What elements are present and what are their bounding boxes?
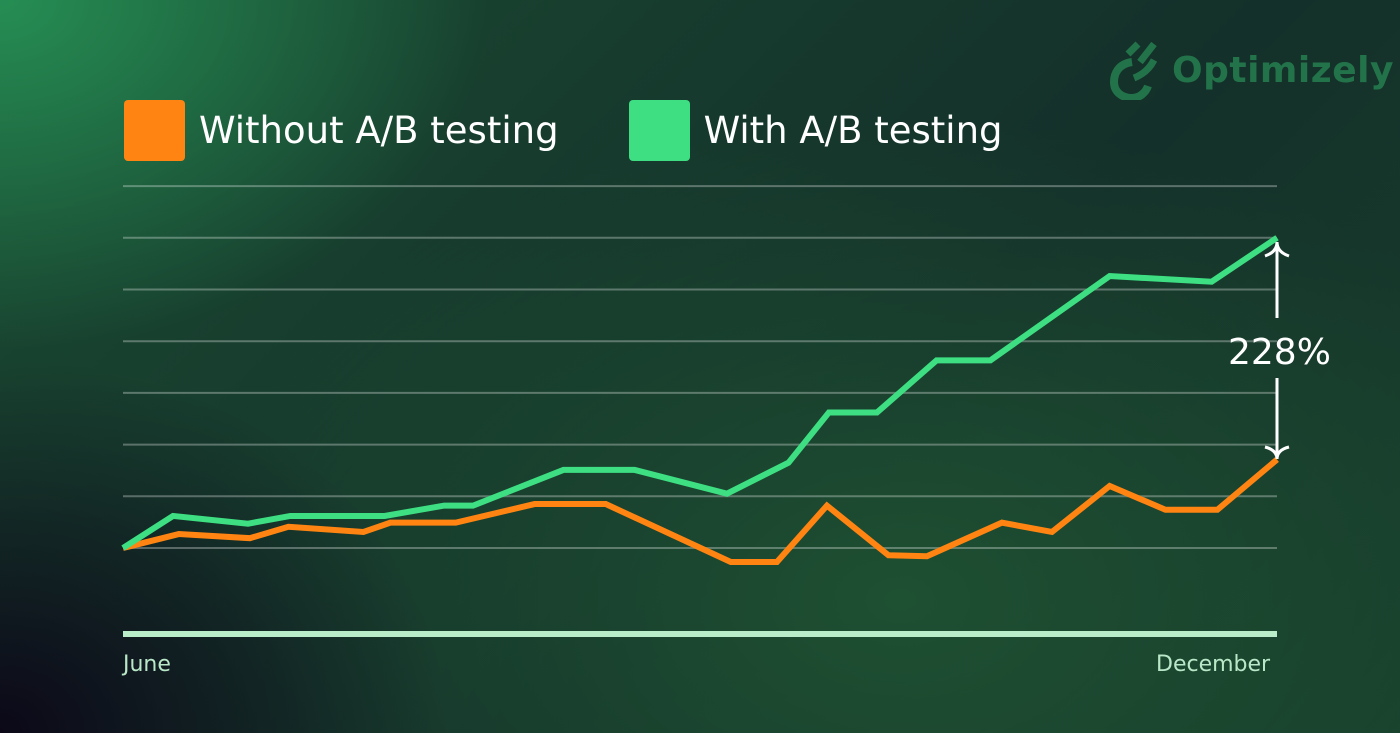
- x-axis-bar: [123, 631, 1277, 637]
- logo-text: Optimizely: [1172, 49, 1394, 91]
- difference-label: 228%: [1228, 332, 1331, 373]
- x-tick-label-end: December: [1156, 652, 1271, 677]
- legend-item-with: With A/B testing: [628, 100, 1003, 161]
- legend-label: With A/B testing: [703, 109, 1003, 152]
- legend: Without A/B testing With A/B testing: [124, 100, 1073, 161]
- series-line-with-ab: [121, 235, 1279, 551]
- series-line-without-ab: [122, 457, 1279, 565]
- difference-arrow: [1264, 241, 1290, 460]
- optimizely-logo: Optimizely: [1110, 40, 1394, 100]
- legend-swatch-orange: [124, 100, 185, 161]
- optimizely-mark-icon: [1110, 41, 1158, 100]
- legend-item-without: Without A/B testing: [124, 100, 559, 161]
- legend-swatch-green: [628, 100, 690, 161]
- x-tick-label-start: June: [123, 652, 171, 677]
- legend-label: Without A/B testing: [199, 109, 559, 152]
